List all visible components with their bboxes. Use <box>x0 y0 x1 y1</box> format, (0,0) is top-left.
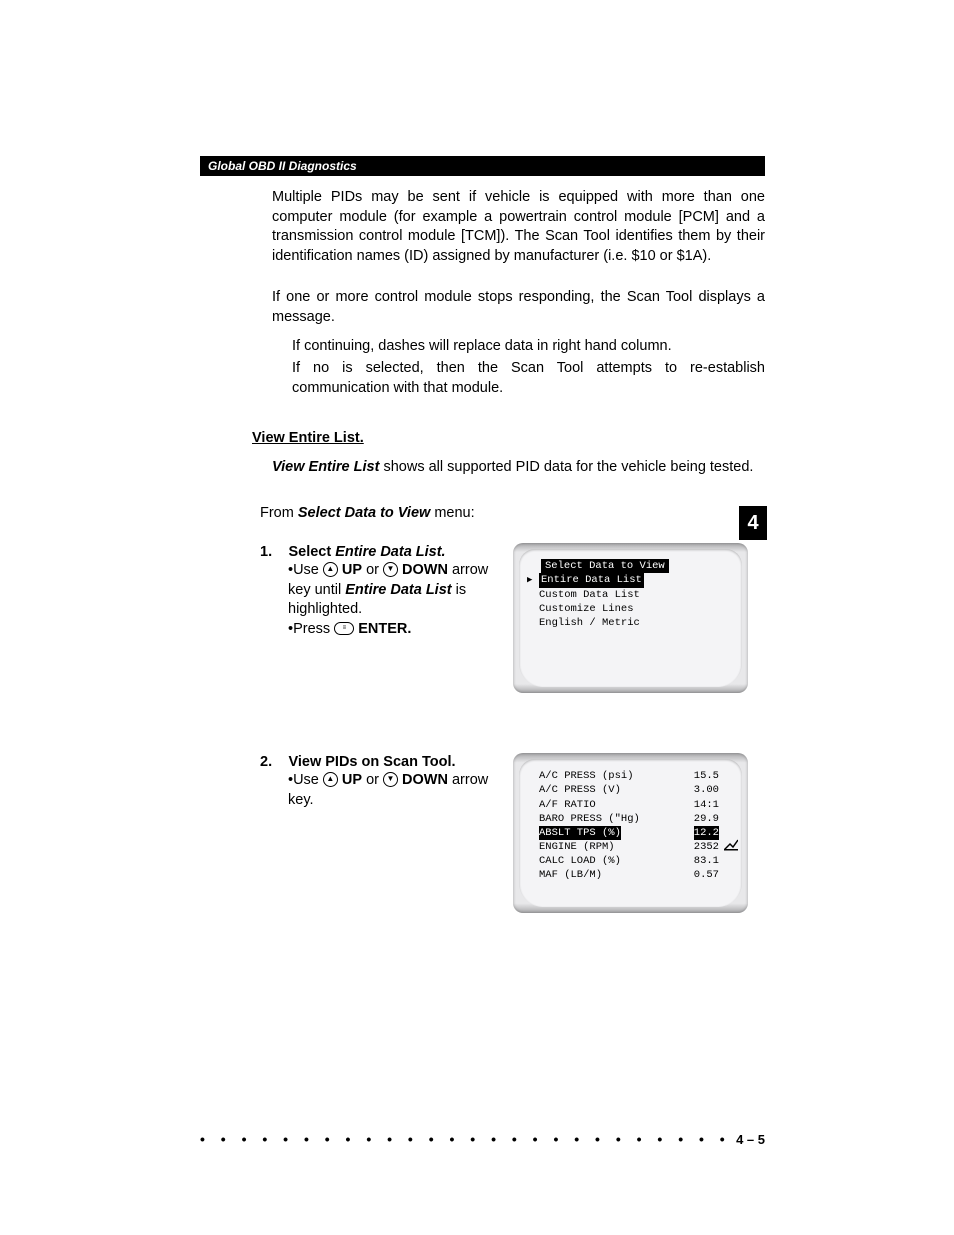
up-label: UP <box>338 772 362 788</box>
scanner-screen-1: Select Data to View▶Entire Data ListCust… <box>513 543 748 693</box>
scanner-screen-2: A/C PRESS (psi)15.5A/C PRESS (V)3.00A/F … <box>513 753 748 913</box>
screen2-row: ABSLT TPS (%)12.2 <box>539 826 719 840</box>
screen2-row: A/F RATIO14:1 <box>539 798 719 812</box>
step-1: 1. Select Entire Data List. •Use ▲ UP or… <box>260 543 495 693</box>
paragraph-2: If one or more control module stops resp… <box>272 288 765 327</box>
paragraph-1: Multiple PIDs may be sent if vehicle is … <box>272 188 765 266</box>
screen1-item: Custom Data List <box>539 588 728 602</box>
paragraph-4: If no is selected, then the Scan Tool at… <box>292 359 765 398</box>
from-menu-line: From Select Data to View menu: <box>260 504 765 524</box>
step-1-line2: •Press ≡ ENTER. <box>288 620 495 640</box>
step-1-title: Entire Data List. <box>335 544 445 560</box>
down-arrow-icon: ▼ <box>383 562 398 577</box>
graph-icon <box>724 839 738 856</box>
page-footer: • • • • • • • • • • • • • • • • • • • • … <box>200 1131 765 1147</box>
section-intro-bold: View Entire List <box>272 459 379 475</box>
screen2-row: A/C PRESS (psi)15.5 <box>539 769 719 783</box>
up-arrow-icon: ▲ <box>323 562 338 577</box>
txt: or <box>362 772 383 788</box>
screen2-row: A/C PRESS (V)3.00 <box>539 783 719 797</box>
screen2-row: CALC LOAD (%)83.1 <box>539 854 719 868</box>
screen1-item: Customize Lines <box>539 602 728 616</box>
screen2-row: BARO PRESS ("Hg)29.9 <box>539 812 719 826</box>
txt: •Use <box>288 772 323 788</box>
txt: or <box>362 562 383 578</box>
txt-bold: Entire Data List <box>345 582 451 598</box>
step-1-line1: •Use ▲ UP or ▼ DOWN arrow key until Enti… <box>288 561 495 620</box>
section-intro-rest: shows all supported PID data for the veh… <box>379 459 753 475</box>
txt: •Use <box>288 562 323 578</box>
screen2-row: ENGINE (RPM)2352 <box>539 840 719 854</box>
screen1-item: English / Metric <box>539 616 728 630</box>
screen1-title: Select Data to View <box>541 559 669 573</box>
down-label: DOWN <box>398 562 448 578</box>
up-label: UP <box>338 562 362 578</box>
from-prefix: From <box>260 505 298 521</box>
section-title: View Entire List. <box>252 430 765 446</box>
step-1-num: 1. <box>260 544 284 560</box>
enter-label: ENTER. <box>354 621 411 637</box>
paragraph-3: If continuing, dashes will replace data … <box>292 337 765 357</box>
step-2-num: 2. <box>260 754 284 770</box>
down-arrow-icon: ▼ <box>383 772 398 787</box>
chapter-tab: 4 <box>739 506 767 540</box>
step-2-line1: •Use ▲ UP or ▼ DOWN arrow key. <box>288 771 495 810</box>
section-header: Global OBD II Diagnostics <box>200 156 765 176</box>
step-1-select: Select <box>288 544 335 560</box>
section-intro: View Entire List shows all supported PID… <box>272 458 765 478</box>
footer-dots: • • • • • • • • • • • • • • • • • • • • … <box>200 1131 730 1147</box>
page-number: 4 – 5 <box>730 1132 765 1147</box>
screen2-row: MAF (LB/M)0.57 <box>539 868 719 882</box>
enter-icon: ≡ <box>334 622 354 635</box>
from-suffix: menu: <box>430 505 474 521</box>
up-arrow-icon: ▲ <box>323 772 338 787</box>
step-2: 2. View PIDs on Scan Tool. •Use ▲ UP or … <box>260 753 495 913</box>
from-bold: Select Data to View <box>298 505 430 521</box>
txt: •Press <box>288 621 334 637</box>
down-label: DOWN <box>398 772 448 788</box>
screen1-item: ▶Entire Data List <box>539 573 728 587</box>
step-2-title: View PIDs on Scan Tool. <box>288 754 455 770</box>
